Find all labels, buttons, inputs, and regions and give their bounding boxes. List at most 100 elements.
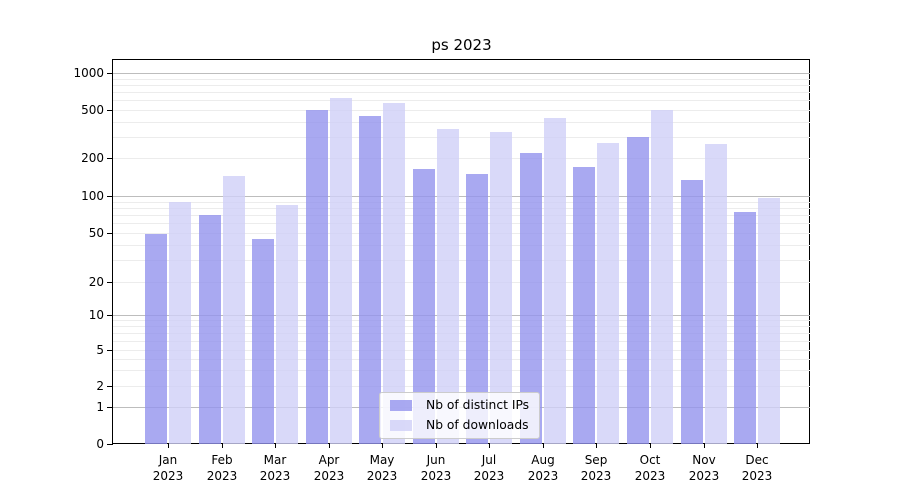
- x-tick-mark: [382, 444, 383, 448]
- minor-gridline: [113, 359, 810, 360]
- y-tick-mark: [107, 158, 113, 159]
- x-tick-mark: [489, 444, 490, 448]
- x-tick-label-feb: Feb 2023: [206, 453, 238, 483]
- minor-gridline: [113, 370, 810, 371]
- y-tick-mark: [107, 282, 113, 283]
- minor-gridline: [113, 202, 810, 203]
- bar-downloads-jun: [437, 129, 459, 444]
- minor-gridline: [113, 92, 810, 93]
- bar-downloads-feb: [223, 175, 245, 444]
- bar-downloads-mar: [276, 205, 298, 444]
- bar-downloads-sep: [597, 143, 619, 444]
- y-tick-mark: [107, 73, 113, 74]
- bar-downloads-may: [383, 103, 405, 444]
- minor-gridline: [113, 233, 810, 234]
- x-tick-label-apr: Apr 2023: [313, 453, 345, 483]
- bar-distinct-ips-jun: [413, 168, 435, 444]
- minor-gridline: [113, 137, 810, 138]
- y-tick-label: 5: [96, 343, 104, 357]
- minor-gridline: [113, 245, 810, 246]
- x-tick-label-oct: Oct 2023: [634, 453, 666, 483]
- legend-swatch-downloads: [390, 420, 412, 431]
- minor-gridline: [113, 260, 810, 261]
- minor-gridline: [113, 85, 810, 86]
- minor-gridline: [113, 208, 810, 209]
- major-gridline: [113, 315, 810, 316]
- legend: Nb of distinct IPs Nb of downloads: [379, 392, 541, 439]
- legend-label-distinct-ips: Nb of distinct IPs: [426, 398, 530, 412]
- bar-distinct-ips-sep: [573, 166, 595, 444]
- y-tick-label: 1000: [73, 66, 104, 80]
- x-tick-mark: [436, 444, 437, 448]
- x-tick-label-jul: Jul 2023: [473, 453, 505, 483]
- plot-area-border: [112, 59, 810, 444]
- minor-gridline: [113, 79, 810, 80]
- bar-downloads-apr: [330, 97, 352, 444]
- x-tick-mark: [543, 444, 544, 448]
- bar-downloads-oct: [651, 110, 673, 444]
- x-tick-label-sep: Sep 2023: [580, 453, 612, 483]
- bar-distinct-ips-aug: [520, 153, 542, 444]
- minor-gridline: [113, 110, 810, 111]
- x-tick-mark: [757, 444, 758, 448]
- minor-gridline: [113, 223, 810, 224]
- y-tick-mark: [107, 386, 113, 387]
- y-tick-label: 1: [96, 400, 104, 414]
- chart-title: ps 2023: [431, 36, 492, 54]
- bar-distinct-ips-dec: [734, 212, 756, 444]
- legend-item-downloads: Nb of downloads: [390, 419, 529, 432]
- bar-distinct-ips-jan: [145, 234, 167, 444]
- y-tick-label: 0: [96, 437, 104, 451]
- x-tick-mark: [222, 444, 223, 448]
- legend-item-distinct-ips: Nb of distinct IPs: [390, 399, 529, 412]
- major-gridline: [113, 196, 810, 197]
- x-tick-mark: [275, 444, 276, 448]
- bar-distinct-ips-feb: [199, 215, 221, 444]
- bar-distinct-ips-may: [359, 115, 381, 444]
- y-tick-mark: [107, 350, 113, 351]
- x-tick-label-dec: Dec 2023: [741, 453, 773, 483]
- y-tick-mark: [107, 407, 113, 408]
- x-tick-label-aug: Aug 2023: [527, 453, 559, 483]
- bar-distinct-ips-nov: [681, 180, 703, 444]
- minor-gridline: [113, 122, 810, 123]
- y-tick-mark: [107, 196, 113, 197]
- y-tick-label: 20: [88, 275, 104, 289]
- bar-downloads-jan: [169, 201, 191, 444]
- bar-downloads-jul: [490, 131, 512, 444]
- bar-distinct-ips-apr: [306, 110, 328, 444]
- minor-gridline: [113, 158, 810, 159]
- y-tick-mark: [107, 444, 113, 445]
- x-tick-mark: [596, 444, 597, 448]
- legend-swatch-distinct-ips: [390, 400, 412, 411]
- bar-distinct-ips-mar: [252, 238, 274, 444]
- minor-gridline: [113, 386, 810, 387]
- y-tick-mark: [107, 110, 113, 111]
- y-tick-label: 200: [81, 151, 104, 165]
- legend-label-downloads: Nb of downloads: [426, 418, 529, 432]
- bar-distinct-ips-oct: [627, 136, 649, 444]
- x-tick-mark: [704, 444, 705, 448]
- y-tick-label: 100: [81, 189, 104, 203]
- minor-gridline: [113, 341, 810, 342]
- x-tick-mark: [168, 444, 169, 448]
- x-tick-label-nov: Nov 2023: [688, 453, 720, 483]
- bar-downloads-aug: [544, 117, 566, 444]
- minor-gridline: [113, 282, 810, 283]
- bar-downloads-nov: [705, 143, 727, 444]
- x-tick-label-jun: Jun 2023: [420, 453, 452, 483]
- y-tick-mark: [107, 315, 113, 316]
- bar-downloads-dec: [758, 198, 780, 444]
- bar-distinct-ips-jul: [466, 173, 488, 444]
- x-tick-mark: [650, 444, 651, 448]
- y-tick-label: 2: [96, 379, 104, 393]
- minor-gridline: [113, 333, 810, 334]
- minor-gridline: [113, 320, 810, 321]
- minor-gridline: [113, 100, 810, 101]
- y-tick-mark: [107, 233, 113, 234]
- minor-gridline: [113, 215, 810, 216]
- y-tick-label: 50: [88, 226, 104, 240]
- x-tick-label-jan: Jan 2023: [152, 453, 184, 483]
- major-gridline: [113, 73, 810, 74]
